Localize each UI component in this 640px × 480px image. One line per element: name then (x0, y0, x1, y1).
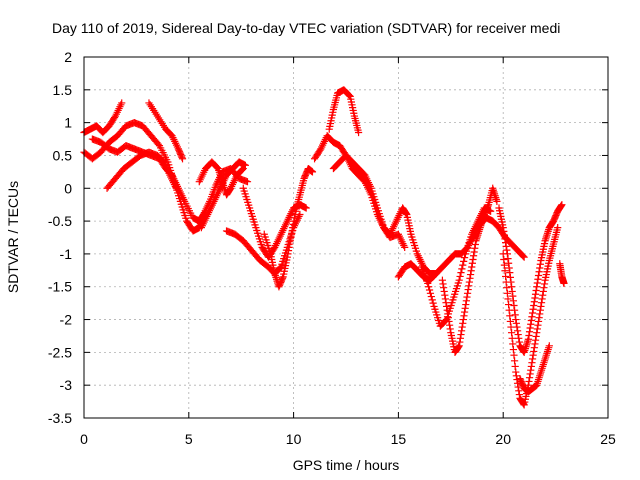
data-point-marker (308, 168, 317, 176)
y-axis-label: SDTVAR / TECUs (5, 181, 21, 293)
y-tick-label: 0 (64, 180, 72, 196)
data-point-marker (401, 243, 409, 251)
y-tick-label: -2 (60, 312, 73, 328)
y-tick-label: -3.5 (48, 410, 72, 426)
data-point-marker (118, 99, 126, 107)
y-tick-label: 0.5 (53, 147, 73, 163)
data-point-marker (316, 146, 324, 154)
data-point-marker (345, 91, 353, 100)
plot-frame (83, 56, 609, 419)
data-point-marker (302, 204, 310, 212)
y-tick-label: -1.5 (48, 279, 72, 295)
data-point-marker (554, 224, 562, 232)
x-tick-label: 10 (286, 431, 302, 447)
y-tick-label: -3 (60, 377, 73, 393)
data-point-marker (460, 257, 468, 266)
x-tick-label: 20 (495, 431, 511, 447)
y-tick-label: 2 (64, 49, 72, 65)
x-tick-label: 0 (80, 431, 88, 447)
data-point-marker (429, 299, 437, 307)
data-point-marker (460, 254, 469, 262)
x-tick-label: 5 (185, 431, 193, 447)
data-point-marker (426, 289, 435, 297)
x-axis-label: GPS time / hours (293, 457, 400, 473)
data-point-marker (425, 283, 433, 291)
data-point-marker (428, 296, 436, 304)
data-point-marker (519, 252, 527, 260)
data-point-marker (178, 155, 187, 163)
axis-ticks: 0 5 10 15 20 25 2 1.5 1 0.5 0 -0.5 -1 -1.5 -2 -2.5 -3 -3.… (48, 49, 616, 447)
data-point-marker (459, 261, 467, 269)
data-point-marker (560, 279, 568, 288)
data-point-marker (241, 161, 249, 169)
data-point-marker (427, 292, 435, 301)
data-point-marker (354, 128, 363, 137)
x-tick-label: 15 (391, 431, 407, 447)
data-point-marker (243, 178, 252, 186)
data-point-marker (455, 276, 463, 284)
data-point-marker (493, 197, 501, 205)
y-tick-label: -2.5 (48, 344, 72, 360)
data-point-marker (172, 184, 180, 192)
data-point-marker (456, 272, 464, 281)
data-point-marker (110, 113, 119, 122)
y-tick-label: 1.5 (53, 82, 73, 98)
y-tick-label: -1 (60, 246, 73, 262)
data-point-marker (425, 286, 434, 294)
chart-title: Day 110 of 2019, Sidereal Day-to-day VTE… (52, 20, 560, 36)
data-point-marker (520, 253, 528, 261)
data-point-marker (458, 265, 466, 273)
data-points (80, 86, 568, 409)
y-tick-label: 1 (64, 115, 72, 131)
data-point-marker (558, 201, 566, 209)
data-point-marker (154, 140, 162, 148)
data-point-marker (545, 342, 553, 350)
x-tick-label: 25 (600, 431, 616, 447)
data-point-marker (457, 269, 465, 277)
data-point-marker (424, 279, 432, 288)
y-tick-label: -0.5 (48, 213, 72, 229)
grid (83, 56, 609, 419)
